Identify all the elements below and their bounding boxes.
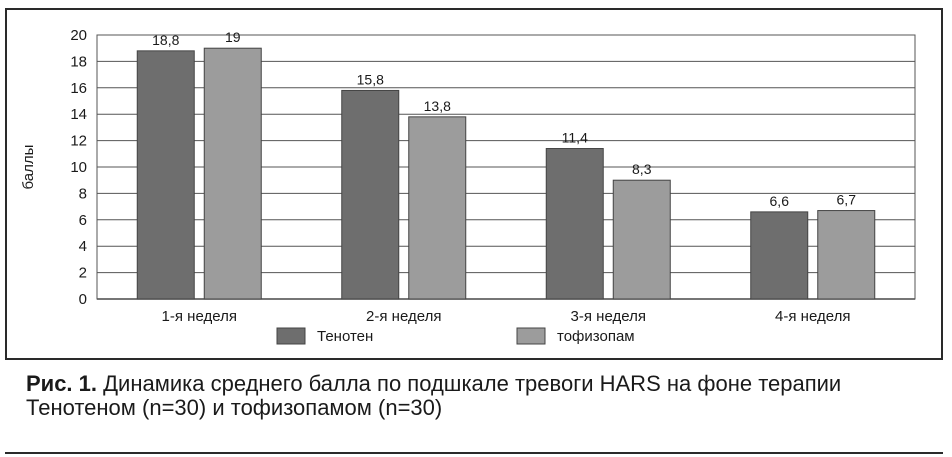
y-tick-label: 18 — [70, 53, 87, 70]
category-labels: 1-я неделя 2-я неделя 3-я неделя 4-я неделя — [162, 308, 851, 325]
x-category-label: 4-я неделя — [775, 308, 850, 325]
y-tick-label: 4 — [79, 238, 87, 255]
bar — [203, 47, 262, 300]
plot-border — [96, 34, 916, 300]
y-tick-label: 2 — [79, 265, 87, 282]
bar — [545, 148, 604, 300]
y-tick-label: 6 — [79, 212, 87, 229]
bar — [612, 179, 671, 300]
y-tick-label: 10 — [70, 159, 87, 176]
y-tick-label: 20 — [70, 27, 87, 44]
data-label: 15,8 — [357, 71, 384, 87]
x-category-label: 3-я неделя — [571, 308, 646, 325]
data-label: 11,4 — [562, 130, 588, 146]
data-label: 19 — [225, 29, 241, 45]
chart-frame: 0 2 4 6 8 10 12 14 16 18 20 баллы 18,8 19 15,8 13,8 11… — [5, 8, 943, 360]
bar — [750, 211, 809, 300]
caption-text: Динамика среднего балла по подшкале трев… — [26, 371, 842, 420]
figure-caption: Рис. 1. Динамика среднего балла по подшк… — [26, 372, 926, 420]
y-tick-label: 8 — [79, 185, 87, 202]
legend-label: Тенотен — [317, 328, 373, 345]
data-label: 8,3 — [632, 161, 652, 177]
legend-label: тофизопам — [557, 328, 635, 345]
y-tick-label: 16 — [70, 80, 87, 97]
data-label: 18,8 — [152, 32, 179, 48]
bar — [341, 89, 400, 300]
legend-swatch — [276, 327, 306, 345]
legend: Тенотен тофизопам — [276, 327, 635, 345]
data-label: 6,7 — [837, 192, 857, 208]
y-axis-ticks: 0 2 4 6 8 10 12 14 16 18 20 — [70, 27, 87, 308]
bar-chart: 0 2 4 6 8 10 12 14 16 18 20 баллы 18,8 19 15,8 13,8 11… — [20, 27, 916, 345]
y-tick-label: 14 — [70, 106, 87, 123]
caption-label: Рис. 1. — [26, 371, 98, 396]
x-category-label: 1-я неделя — [162, 308, 237, 325]
data-label: 6,6 — [770, 193, 790, 209]
y-tick-label: 12 — [70, 133, 87, 150]
bars — [136, 47, 876, 300]
bar — [408, 116, 467, 300]
y-tick-label: 0 — [79, 291, 87, 308]
data-labels: 18,8 19 15,8 13,8 11,4 8,3 6,6 6,7 — [152, 29, 856, 209]
legend-swatch — [516, 327, 546, 345]
y-axis-label: баллы — [20, 145, 37, 190]
data-label: 13,8 — [424, 98, 451, 114]
bar — [817, 210, 876, 300]
bottom-divider — [5, 452, 943, 454]
x-category-label: 2-я неделя — [366, 308, 441, 325]
bar — [136, 50, 195, 300]
